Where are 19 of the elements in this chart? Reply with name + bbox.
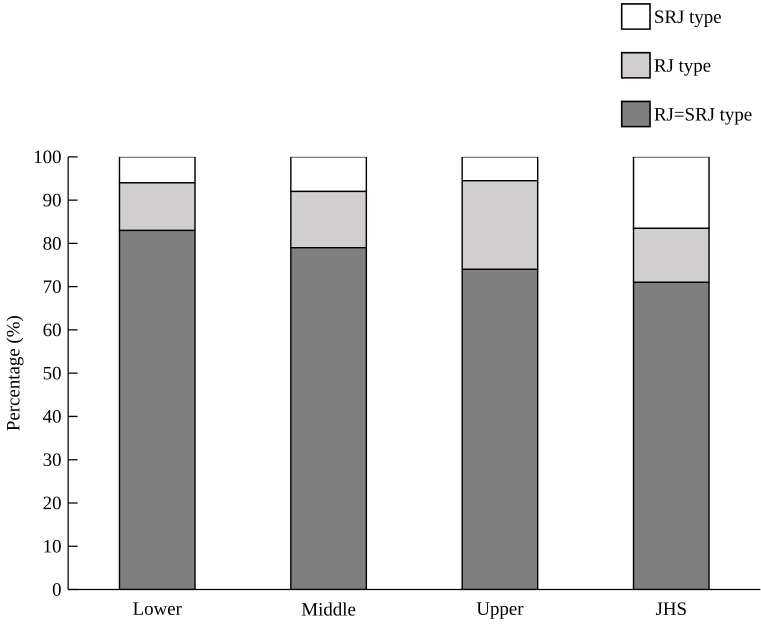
y-tick-label: 0 bbox=[52, 583, 61, 596]
legend-label: RJ=SRJ type bbox=[654, 108, 752, 125]
y-tick-label: 40 bbox=[43, 410, 61, 423]
y-tick-label: 10 bbox=[44, 540, 61, 553]
y-tick-label: 80 bbox=[43, 236, 61, 250]
legend-label: RJ type bbox=[654, 59, 710, 76]
y-tick-label: 20 bbox=[44, 496, 61, 510]
y-axis-title: Percentage (%) bbox=[6, 316, 24, 431]
x-tick-label: Upper bbox=[476, 602, 524, 619]
y-tick-label: 30 bbox=[44, 453, 61, 466]
y-tick-label: 60 bbox=[43, 324, 61, 336]
x-tick-label: JHS bbox=[656, 602, 686, 616]
y-tick-label: 90 bbox=[43, 194, 61, 206]
y-tick-label: 100 bbox=[34, 150, 61, 164]
legend-label: SRJ type bbox=[655, 10, 721, 27]
y-tick-label: 70 bbox=[44, 280, 61, 293]
x-tick-label: Middle bbox=[302, 602, 356, 616]
x-tick-label: Lower bbox=[133, 602, 182, 615]
y-tick-label: 50 bbox=[44, 366, 61, 380]
